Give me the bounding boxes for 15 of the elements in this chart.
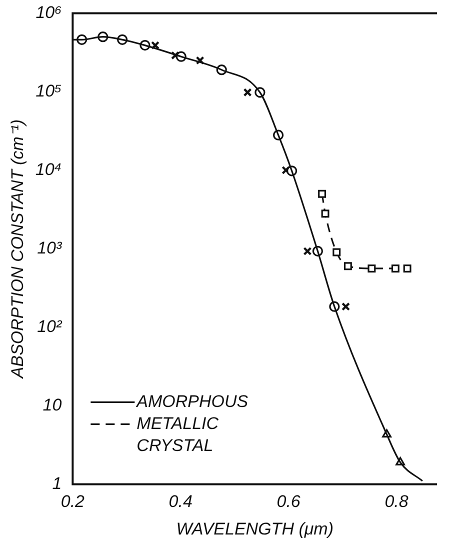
y-tick-label: 10² bbox=[37, 316, 64, 336]
y-tick-label: 10⁶ bbox=[36, 2, 62, 22]
legend-label: AMORPHOUS bbox=[136, 392, 249, 411]
x-tick-label: 0.4 bbox=[168, 492, 192, 512]
x-tick-label: 0.6 bbox=[276, 492, 301, 512]
x-axis-title: WAVELENGTH (μm) bbox=[176, 520, 334, 539]
y-tick-label: 10⁵ bbox=[36, 81, 62, 100]
x-tick-label: 0.8 bbox=[384, 492, 409, 512]
y-axis-title: ABSORPTION CONSTANT (cm⁻¹) bbox=[8, 119, 27, 380]
x-tick-label: 0.2 bbox=[60, 492, 86, 512]
legend-label: METALLIC CRYSTAL bbox=[136, 414, 220, 455]
y-tick-label: 10⁴ bbox=[35, 160, 62, 179]
y-tick-label: 1 bbox=[52, 474, 62, 493]
y-tick-label: 10³ bbox=[37, 238, 64, 258]
y-tick-label: 10 bbox=[42, 395, 62, 414]
